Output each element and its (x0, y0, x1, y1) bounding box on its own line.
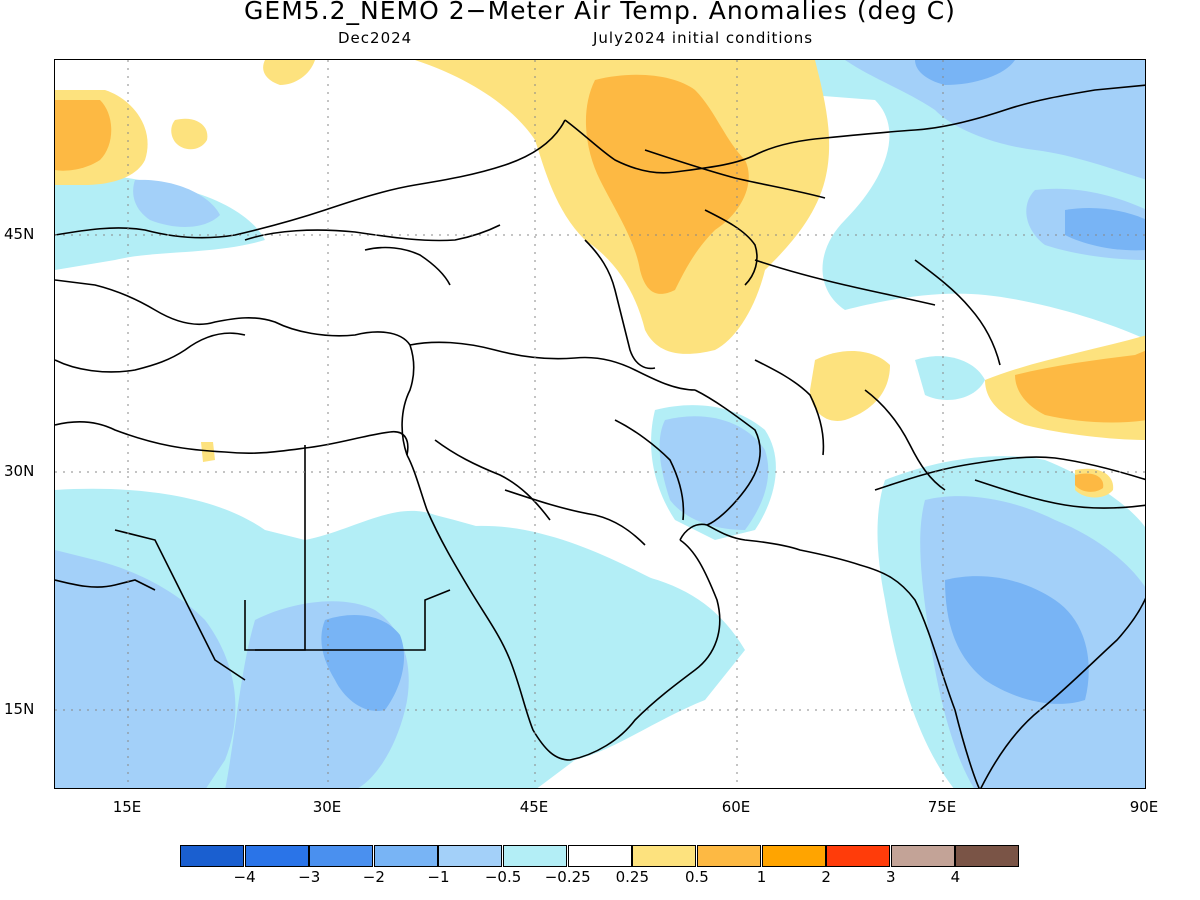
anomaly-shading (55, 60, 1145, 788)
graticule (55, 60, 1145, 788)
legend-swatch (761, 845, 826, 867)
legend-label: 4 (950, 868, 961, 886)
lon-label-60e: 60E (721, 798, 751, 816)
legend-swatch (244, 845, 309, 867)
legend-label: −2 (362, 868, 385, 886)
lon-label-15e: 15E (112, 798, 142, 816)
legend-swatch (373, 845, 438, 867)
initial-conditions: July2024 initial conditions (593, 29, 814, 47)
legend-swatch (632, 845, 697, 867)
legend-swatch (180, 845, 244, 867)
color-legend (180, 845, 1020, 867)
legend-swatch (890, 845, 955, 867)
legend-swatch (567, 845, 632, 867)
legend-label: −3 (298, 868, 321, 886)
lat-label-45n: 45N (4, 225, 35, 243)
map-title: GEM5.2_NEMO 2−Meter Air Temp. Anomalies … (244, 0, 956, 25)
anomaly-map (54, 59, 1146, 789)
legend-label: 0.5 (684, 868, 709, 886)
map-canvas (55, 60, 1145, 788)
legend-label: 0.25 (615, 868, 649, 886)
legend-label: −1 (427, 868, 450, 886)
legend-label: −0.25 (544, 868, 591, 886)
legend-swatch (696, 845, 761, 867)
legend-swatch (826, 845, 891, 867)
lon-label-45e: 45E (519, 798, 549, 816)
legend-label: 1 (756, 868, 767, 886)
coastlines-borders (55, 84, 1145, 788)
forecast-month: Dec2024 (338, 29, 413, 47)
lat-label-15n: 15N (4, 700, 35, 718)
legend-swatch (309, 845, 374, 867)
lon-label-90e: 90E (1129, 798, 1159, 816)
lon-label-75e: 75E (927, 798, 957, 816)
legend-label: 2 (821, 868, 831, 886)
lat-label-30n: 30N (4, 462, 35, 480)
legend-label: 3 (885, 868, 896, 886)
legend-swatch (438, 845, 503, 867)
legend-swatch (955, 845, 1020, 867)
legend-swatch (503, 845, 568, 867)
legend-label: −0.5 (484, 868, 522, 886)
legend-label: −4 (233, 868, 256, 886)
lon-label-30e: 30E (312, 798, 342, 816)
